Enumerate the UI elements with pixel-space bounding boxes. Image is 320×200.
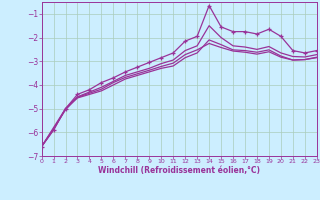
X-axis label: Windchill (Refroidissement éolien,°C): Windchill (Refroidissement éolien,°C) (98, 166, 260, 175)
